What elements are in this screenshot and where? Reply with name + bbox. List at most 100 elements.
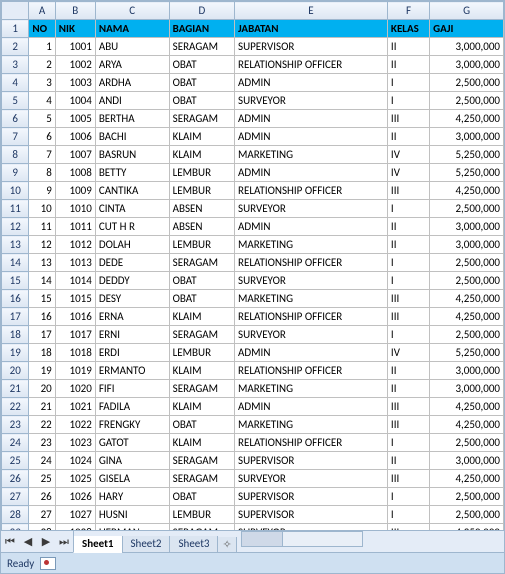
cell[interactable]: 16 xyxy=(29,308,55,326)
cell[interactable]: 5,250,000 xyxy=(430,146,504,164)
cell[interactable]: 14 xyxy=(29,272,55,290)
nav-prev-icon[interactable]: ◀ xyxy=(20,534,36,550)
cell[interactable]: ADMIN xyxy=(235,398,388,416)
cell[interactable]: OBAT xyxy=(169,290,234,308)
cell[interactable]: I xyxy=(387,254,429,272)
cell[interactable]: 15 xyxy=(29,290,55,308)
cell[interactable]: 10 xyxy=(29,200,55,218)
cell[interactable]: 25 xyxy=(29,470,55,488)
header-cell-no[interactable]: NO xyxy=(29,20,55,38)
row-header-10[interactable]: 10 xyxy=(2,182,29,200)
cell[interactable]: CUT H R xyxy=(95,218,169,236)
cell[interactable]: ABU xyxy=(95,38,169,56)
cell[interactable]: I xyxy=(387,92,429,110)
column-header-A[interactable]: A xyxy=(29,2,55,20)
cell[interactable]: ADMIN xyxy=(235,218,388,236)
cell[interactable]: III xyxy=(387,398,429,416)
cell[interactable]: 24 xyxy=(29,452,55,470)
cell[interactable]: 4,250,000 xyxy=(430,290,504,308)
cell[interactable]: 1011 xyxy=(55,218,95,236)
cell[interactable]: IV xyxy=(387,164,429,182)
cell[interactable]: GINA xyxy=(95,452,169,470)
cell[interactable]: BERTHA xyxy=(95,110,169,128)
cell[interactable]: 11 xyxy=(29,218,55,236)
row-header-5[interactable]: 5 xyxy=(2,92,29,110)
cell[interactable]: ADMIN xyxy=(235,128,388,146)
cell[interactable]: OBAT xyxy=(169,416,234,434)
cell[interactable]: KLAIM xyxy=(169,434,234,452)
nav-next-icon[interactable]: ▶ xyxy=(38,534,54,550)
cell[interactable]: III xyxy=(387,308,429,326)
cell[interactable]: 4,250,000 xyxy=(430,182,504,200)
cell[interactable]: KLAIM xyxy=(169,146,234,164)
cell[interactable]: 9 xyxy=(29,182,55,200)
cell[interactable]: FRENGKY xyxy=(95,416,169,434)
column-header-F[interactable]: F xyxy=(387,2,429,20)
cell[interactable]: HUSNI xyxy=(95,506,169,524)
cell[interactable]: BETTY xyxy=(95,164,169,182)
cell[interactable]: 1019 xyxy=(55,362,95,380)
row-header-21[interactable]: 21 xyxy=(2,380,29,398)
cell[interactable]: CINTA xyxy=(95,200,169,218)
cell[interactable]: SUPERVISOR xyxy=(235,506,388,524)
cell[interactable]: III xyxy=(387,182,429,200)
cell[interactable]: 6 xyxy=(29,128,55,146)
cell[interactable]: ADMIN xyxy=(235,110,388,128)
cell[interactable]: II xyxy=(387,56,429,74)
cell[interactable]: ABSEN xyxy=(169,218,234,236)
cell[interactable]: RELATIONSHIP OFFICER xyxy=(235,56,388,74)
cell[interactable]: 1005 xyxy=(55,110,95,128)
cell[interactable]: KLAIM xyxy=(169,398,234,416)
cell[interactable]: 1009 xyxy=(55,182,95,200)
cell[interactable]: II xyxy=(387,380,429,398)
cell[interactable]: 8 xyxy=(29,164,55,182)
cell[interactable]: 18 xyxy=(29,344,55,362)
cell[interactable]: 2,500,000 xyxy=(430,200,504,218)
cell[interactable]: CANTIKA xyxy=(95,182,169,200)
cell[interactable]: LEMBUR xyxy=(169,236,234,254)
cell[interactable]: 2,500,000 xyxy=(430,272,504,290)
cell[interactable]: 1017 xyxy=(55,326,95,344)
cell[interactable]: 2,500,000 xyxy=(430,92,504,110)
cell[interactable]: SERAGAM xyxy=(169,452,234,470)
cell[interactable]: 3,000,000 xyxy=(430,362,504,380)
cell[interactable]: 1025 xyxy=(55,470,95,488)
cell[interactable]: BACHI xyxy=(95,128,169,146)
cell[interactable]: 20 xyxy=(29,380,55,398)
cell[interactable]: II xyxy=(387,236,429,254)
cell[interactable]: SURVEYOR xyxy=(235,200,388,218)
cell[interactable]: 27 xyxy=(29,506,55,524)
cell[interactable]: 2,500,000 xyxy=(430,434,504,452)
cell[interactable]: 19 xyxy=(29,362,55,380)
cell[interactable]: 23 xyxy=(29,434,55,452)
cell[interactable]: III xyxy=(387,416,429,434)
cell[interactable]: IV xyxy=(387,344,429,362)
cell[interactable]: 26 xyxy=(29,488,55,506)
horizontal-scrollbar[interactable] xyxy=(241,531,363,547)
cell[interactable]: III xyxy=(387,470,429,488)
cell[interactable]: MARKETING xyxy=(235,290,388,308)
cell[interactable]: RELATIONSHIP OFFICER xyxy=(235,254,388,272)
cell[interactable]: II xyxy=(387,362,429,380)
cell[interactable]: II xyxy=(387,218,429,236)
cell[interactable]: BASRUN xyxy=(95,146,169,164)
column-header-E[interactable]: E xyxy=(235,2,388,20)
cell[interactable]: 2 xyxy=(29,56,55,74)
cell[interactable]: MARKETING xyxy=(235,236,388,254)
row-header-28[interactable]: 28 xyxy=(2,506,29,524)
cell[interactable]: OBAT xyxy=(169,272,234,290)
cell[interactable]: 1026 xyxy=(55,488,95,506)
cell[interactable]: RELATIONSHIP OFFICER xyxy=(235,182,388,200)
row-header-13[interactable]: 13 xyxy=(2,236,29,254)
cell[interactable]: RELATIONSHIP OFFICER xyxy=(235,362,388,380)
cell[interactable]: 21 xyxy=(29,398,55,416)
cell[interactable]: I xyxy=(387,74,429,92)
row-header-8[interactable]: 8 xyxy=(2,146,29,164)
cell[interactable]: 1016 xyxy=(55,308,95,326)
cell[interactable]: ERNA xyxy=(95,308,169,326)
cell[interactable]: SERAGAM xyxy=(169,110,234,128)
row-header-4[interactable]: 4 xyxy=(2,74,29,92)
cell[interactable]: 3,000,000 xyxy=(430,128,504,146)
cell[interactable]: 3,000,000 xyxy=(430,380,504,398)
column-header-G[interactable]: G xyxy=(430,2,504,20)
